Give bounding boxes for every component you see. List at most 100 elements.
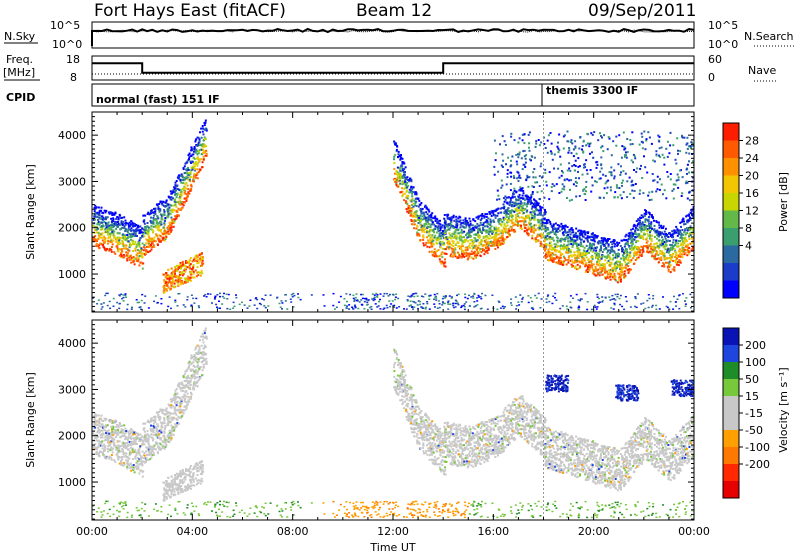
power-pixel (128, 258, 131, 261)
power-pixel (143, 246, 146, 249)
power-pixel (656, 237, 658, 240)
power-pixel (105, 209, 108, 212)
power-pixel (148, 238, 151, 241)
power-pixel (110, 226, 113, 228)
power-pixel (135, 230, 138, 233)
power-pixel (98, 216, 101, 219)
power-pixel (500, 224, 503, 227)
power-pixel (590, 246, 593, 249)
power-pixel (122, 243, 125, 245)
power-pixel (105, 292, 108, 295)
power-pixel (527, 301, 530, 304)
power-pixel (494, 240, 497, 243)
power-pixel (416, 295, 419, 297)
power-pixel (677, 240, 680, 242)
power-pixel (666, 155, 669, 158)
power-pixel (545, 184, 548, 187)
power-pixel (607, 259, 610, 262)
power-pixel (638, 247, 641, 250)
power-pixel (452, 214, 455, 217)
power-pixel (642, 192, 645, 195)
power-pixel (146, 239, 149, 242)
power-pixel (163, 211, 166, 214)
power-pixel (539, 244, 542, 247)
power-pixel (343, 298, 346, 300)
power-pixel (589, 169, 592, 171)
power-pixel (121, 248, 124, 250)
power-pixel (447, 223, 450, 226)
power-pixel (494, 241, 497, 244)
power-pixel (621, 273, 624, 276)
power-pixel (469, 239, 472, 241)
power-pixel (610, 307, 613, 309)
power-pixel (433, 236, 436, 239)
power-pixel (539, 227, 541, 230)
power-pixel (649, 244, 652, 247)
power-pixel (590, 238, 593, 241)
power-pixel (533, 210, 536, 213)
power-pixel (133, 223, 136, 226)
power-pixel (645, 139, 648, 142)
power-pixel (456, 302, 459, 304)
power-pixel (146, 230, 149, 233)
power-pixel (475, 252, 478, 255)
power-pixel (490, 220, 493, 223)
power-pixel (515, 210, 518, 212)
power-pixel (198, 159, 201, 162)
power-pixel (606, 272, 609, 275)
power-pixel (591, 254, 594, 257)
power-pixel (150, 225, 153, 228)
power-pixel (223, 297, 226, 299)
power-pixel (502, 230, 505, 233)
power-pixel (648, 234, 651, 237)
power-pixel (548, 235, 551, 238)
power-pixel (114, 211, 117, 214)
power-pixel (601, 273, 604, 276)
power-pixel (202, 143, 205, 146)
power-pixel (685, 244, 688, 247)
power-pixel (591, 184, 594, 187)
power-pixel (554, 232, 557, 235)
power-pixel (680, 244, 682, 247)
power-pixel (653, 236, 656, 238)
power-pixel (642, 236, 645, 239)
power-pixel (653, 230, 656, 232)
power-pixel (648, 216, 651, 219)
power-pixel (672, 253, 674, 256)
power-pixel (131, 243, 134, 246)
power-pixel (175, 196, 178, 199)
power-pixel (104, 228, 107, 231)
power-pixel (570, 139, 573, 142)
power-pixel (258, 302, 261, 305)
power-pixel (241, 301, 243, 304)
power-pixel (452, 225, 455, 228)
power-pixel (407, 184, 410, 187)
power-pixel (415, 192, 418, 195)
power-pixel (219, 295, 221, 298)
power-pixel (603, 237, 606, 240)
power-pixel (159, 230, 162, 233)
power-pixel (647, 219, 650, 222)
power-pixel (276, 297, 278, 299)
power-pixel (662, 262, 665, 265)
power-pixel (410, 294, 413, 297)
power-pixel (106, 304, 109, 307)
power-pixel (431, 240, 434, 243)
power-pixel (561, 305, 564, 307)
power-pixel (215, 303, 218, 306)
power-pixel (623, 270, 626, 273)
power-pixel (104, 241, 106, 244)
power-pixel (591, 236, 594, 239)
power-pixel (451, 255, 454, 258)
power-pixel (130, 220, 133, 223)
power-pixel (640, 245, 643, 248)
power-pixel (431, 238, 434, 241)
power-pixel (601, 299, 604, 302)
power-pixel (441, 224, 444, 227)
power-pixel (638, 251, 641, 254)
power-pixel (556, 241, 559, 244)
power-pixel (613, 298, 616, 300)
power-pixel (555, 183, 558, 186)
power-pixel (118, 242, 121, 245)
